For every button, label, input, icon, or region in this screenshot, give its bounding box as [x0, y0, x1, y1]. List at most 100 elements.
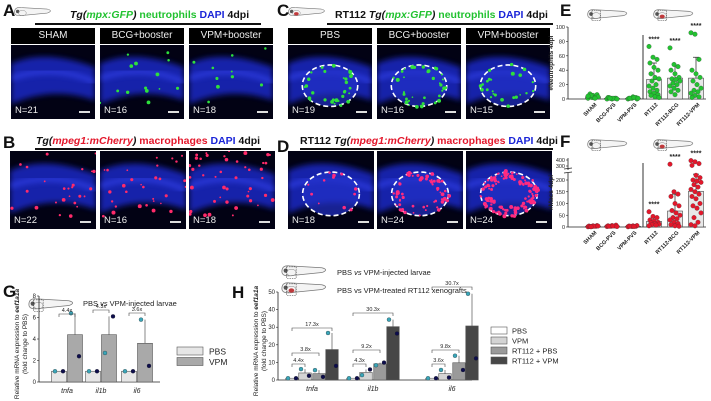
- cell-dot: [397, 192, 400, 195]
- cell-dot: [524, 208, 529, 213]
- dapi-tissue: [100, 176, 186, 193]
- panel-c-title: RT112 Tg(mpx:GFP) neutrophils DAPI 4dpi: [335, 9, 548, 21]
- tick-label: 50: [268, 290, 275, 296]
- tick-label: 20: [268, 343, 275, 349]
- category-label: BCG-PVS: [595, 230, 617, 252]
- cell-dot: [405, 97, 408, 101]
- cell-dot: [513, 208, 518, 212]
- cell-dot: [339, 104, 343, 108]
- tick-label: 100: [556, 202, 565, 208]
- tick-label: 300: [556, 164, 565, 170]
- cell-dot: [144, 89, 149, 93]
- cell-dot: [244, 166, 247, 169]
- scale-bar: [79, 111, 90, 113]
- cell-dot: [166, 51, 170, 55]
- cell-dot: [246, 194, 250, 198]
- data-point: [695, 184, 701, 190]
- cell-dot: [480, 195, 483, 198]
- scale-bar: [534, 111, 545, 113]
- cell-dot: [151, 208, 156, 213]
- cell-dot: [525, 91, 528, 95]
- panel-label-h: H: [232, 283, 245, 302]
- cell-dot: [440, 200, 445, 204]
- cell-dot: [225, 200, 229, 204]
- data-point: [306, 373, 312, 378]
- data-point: [675, 191, 681, 197]
- cell-dot: [506, 104, 510, 108]
- data-point: [672, 71, 678, 77]
- cell-dot: [426, 69, 431, 73]
- data-point: [298, 366, 304, 372]
- cell-dot: [83, 195, 86, 198]
- scale-bar: [80, 221, 91, 223]
- tick-label: 150: [556, 190, 565, 196]
- data-point: [346, 376, 352, 381]
- data-point: [94, 369, 100, 374]
- zebrafish-larva-icon: [288, 7, 325, 17]
- cell-dot: [158, 177, 162, 181]
- fold-change-label: 4.3x: [354, 358, 365, 364]
- bar: [101, 334, 117, 383]
- cell-dot: [205, 153, 209, 157]
- legend-swatch: [176, 346, 204, 356]
- microscopy-image: N=16: [100, 151, 186, 229]
- cell-dot: [491, 90, 494, 93]
- cell-dot: [437, 98, 442, 103]
- cell-dot: [492, 92, 495, 95]
- data-point: [693, 71, 699, 77]
- cell-dot: [529, 190, 532, 193]
- data-point: [688, 90, 694, 96]
- fold-change-label: 3.6x: [132, 307, 143, 313]
- cell-dot: [510, 71, 515, 76]
- data-point: [698, 179, 704, 185]
- cell-dot: [268, 153, 271, 157]
- data-point: [674, 216, 680, 222]
- cell-dot: [243, 151, 248, 156]
- category-label: RT112: [644, 230, 660, 246]
- cell-dot: [262, 161, 265, 165]
- cell-dot: [101, 214, 105, 218]
- cell-dot: [521, 201, 526, 206]
- cell-dot: [502, 177, 506, 180]
- significance-label: ****: [670, 154, 681, 161]
- cell-dot: [431, 183, 434, 186]
- data-point: [689, 194, 695, 199]
- cell-dot: [155, 156, 158, 159]
- cell-dot: [480, 88, 484, 92]
- cell-dot: [433, 200, 436, 203]
- microscopy-image: N=24: [377, 151, 463, 229]
- cell-dot: [322, 179, 326, 182]
- cell-dot: [439, 83, 443, 87]
- scale-bar: [445, 111, 456, 113]
- microscopy-image: N=18: [288, 151, 374, 229]
- data-point: [673, 210, 679, 216]
- cell-dot: [520, 204, 524, 208]
- data-point: [667, 45, 673, 51]
- cell-dot: [416, 173, 420, 177]
- bar: [85, 370, 101, 383]
- cell-dot: [403, 67, 406, 70]
- cell-dot: [515, 173, 518, 175]
- data-point: [138, 317, 144, 322]
- data-point: [698, 85, 704, 91]
- sample-size-label: N=18: [193, 105, 216, 116]
- data-point: [655, 67, 661, 73]
- data-point: [52, 369, 58, 374]
- sample-size-label: N=18: [193, 215, 216, 226]
- cell-dot: [514, 95, 518, 99]
- legend-swatch: [490, 336, 508, 345]
- cell-dot: [523, 205, 527, 209]
- cell-dot: [447, 193, 452, 198]
- data-point: [669, 76, 675, 82]
- cell-dot: [230, 70, 233, 73]
- cell-dot: [444, 86, 448, 90]
- cell-dot: [527, 195, 530, 198]
- sample-size-label: N=18: [292, 215, 315, 226]
- data-point: [667, 83, 673, 89]
- cell-dot: [412, 211, 415, 214]
- data-point: [446, 375, 452, 380]
- divider: [35, 148, 261, 150]
- dapi-tissue: [10, 163, 96, 214]
- cell-dot: [158, 88, 161, 90]
- cell-dot: [189, 164, 192, 168]
